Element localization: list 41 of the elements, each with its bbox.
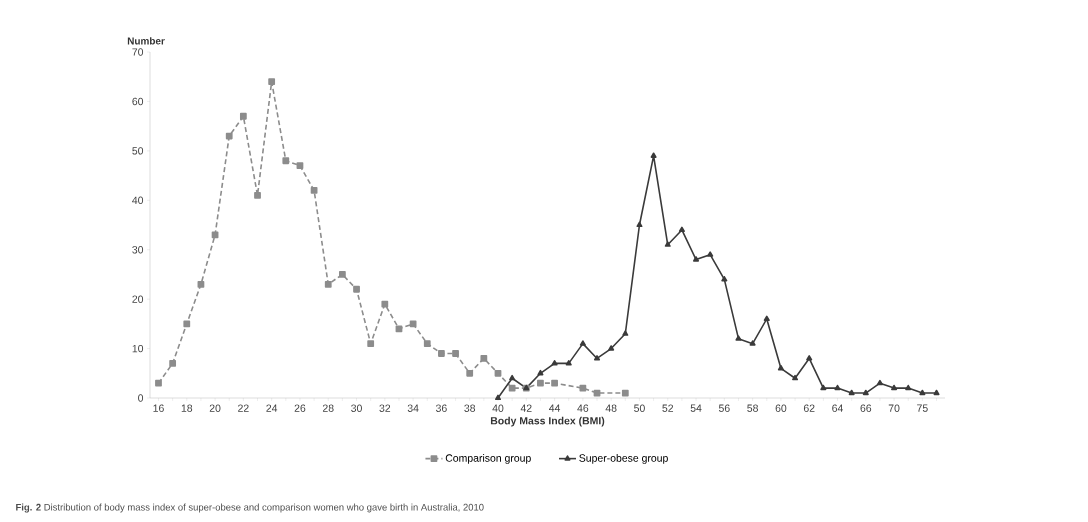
x-tick-label: 48: [605, 404, 617, 412]
y-tick-label: 50: [132, 147, 144, 155]
x-tick-label: 56: [718, 404, 730, 412]
x-tick-label: 26: [294, 404, 306, 412]
x-tick-label: 54: [690, 404, 702, 412]
x-tick-label: 22: [238, 404, 249, 412]
text: Fig. 2 Distribution of body mass index of super-obese and comparison women who gave birth in Australia, 2010: [16, 503, 484, 513]
x-tick-label: 18: [181, 404, 193, 412]
x-tick-label: 50: [634, 404, 645, 412]
x-tick-label: 62: [803, 404, 815, 412]
x-axis-title: Body Mass Index (BMI): [490, 416, 605, 427]
legend-label: Comparison group: [445, 454, 531, 464]
y-tick-label: 10: [132, 344, 144, 353]
x-tick-label: 20: [209, 404, 221, 412]
x-tick-label: 36: [435, 404, 447, 412]
x-tick-label: 46: [577, 404, 589, 412]
y-tick-label: 30: [132, 246, 144, 254]
y-tick-label: 40: [132, 196, 144, 204]
x-tick-label: 64: [832, 404, 843, 412]
x-tick-label: 70: [888, 404, 900, 412]
x-tick-label: 30: [351, 404, 362, 412]
x-tick-label: 44: [549, 404, 561, 412]
x-tick-label: 52: [662, 404, 674, 412]
y-tick-label: 0: [138, 394, 144, 402]
y-tick-label: 60: [132, 97, 144, 106]
x-tick-label: 42: [520, 404, 532, 412]
x-tick-label: 34: [407, 404, 419, 412]
x-tick-label: 38: [464, 404, 476, 412]
x-tick-label: 58: [747, 404, 758, 412]
legend-label: Super-obese group: [579, 454, 668, 464]
y-tick-label: 70: [132, 48, 144, 56]
y-tick-label: 20: [132, 295, 144, 303]
x-tick-label: 24: [266, 404, 278, 412]
x-tick-label: 28: [322, 404, 334, 412]
x-tick-label: 75: [917, 404, 928, 412]
x-tick-label: 16: [153, 404, 164, 412]
x-tick-label: 66: [860, 404, 872, 412]
x-tick-label: 60: [775, 404, 787, 412]
x-tick-label: 40: [492, 404, 504, 412]
x-tick-label: 32: [379, 404, 391, 412]
y-axis-title: Number: [127, 37, 165, 45]
